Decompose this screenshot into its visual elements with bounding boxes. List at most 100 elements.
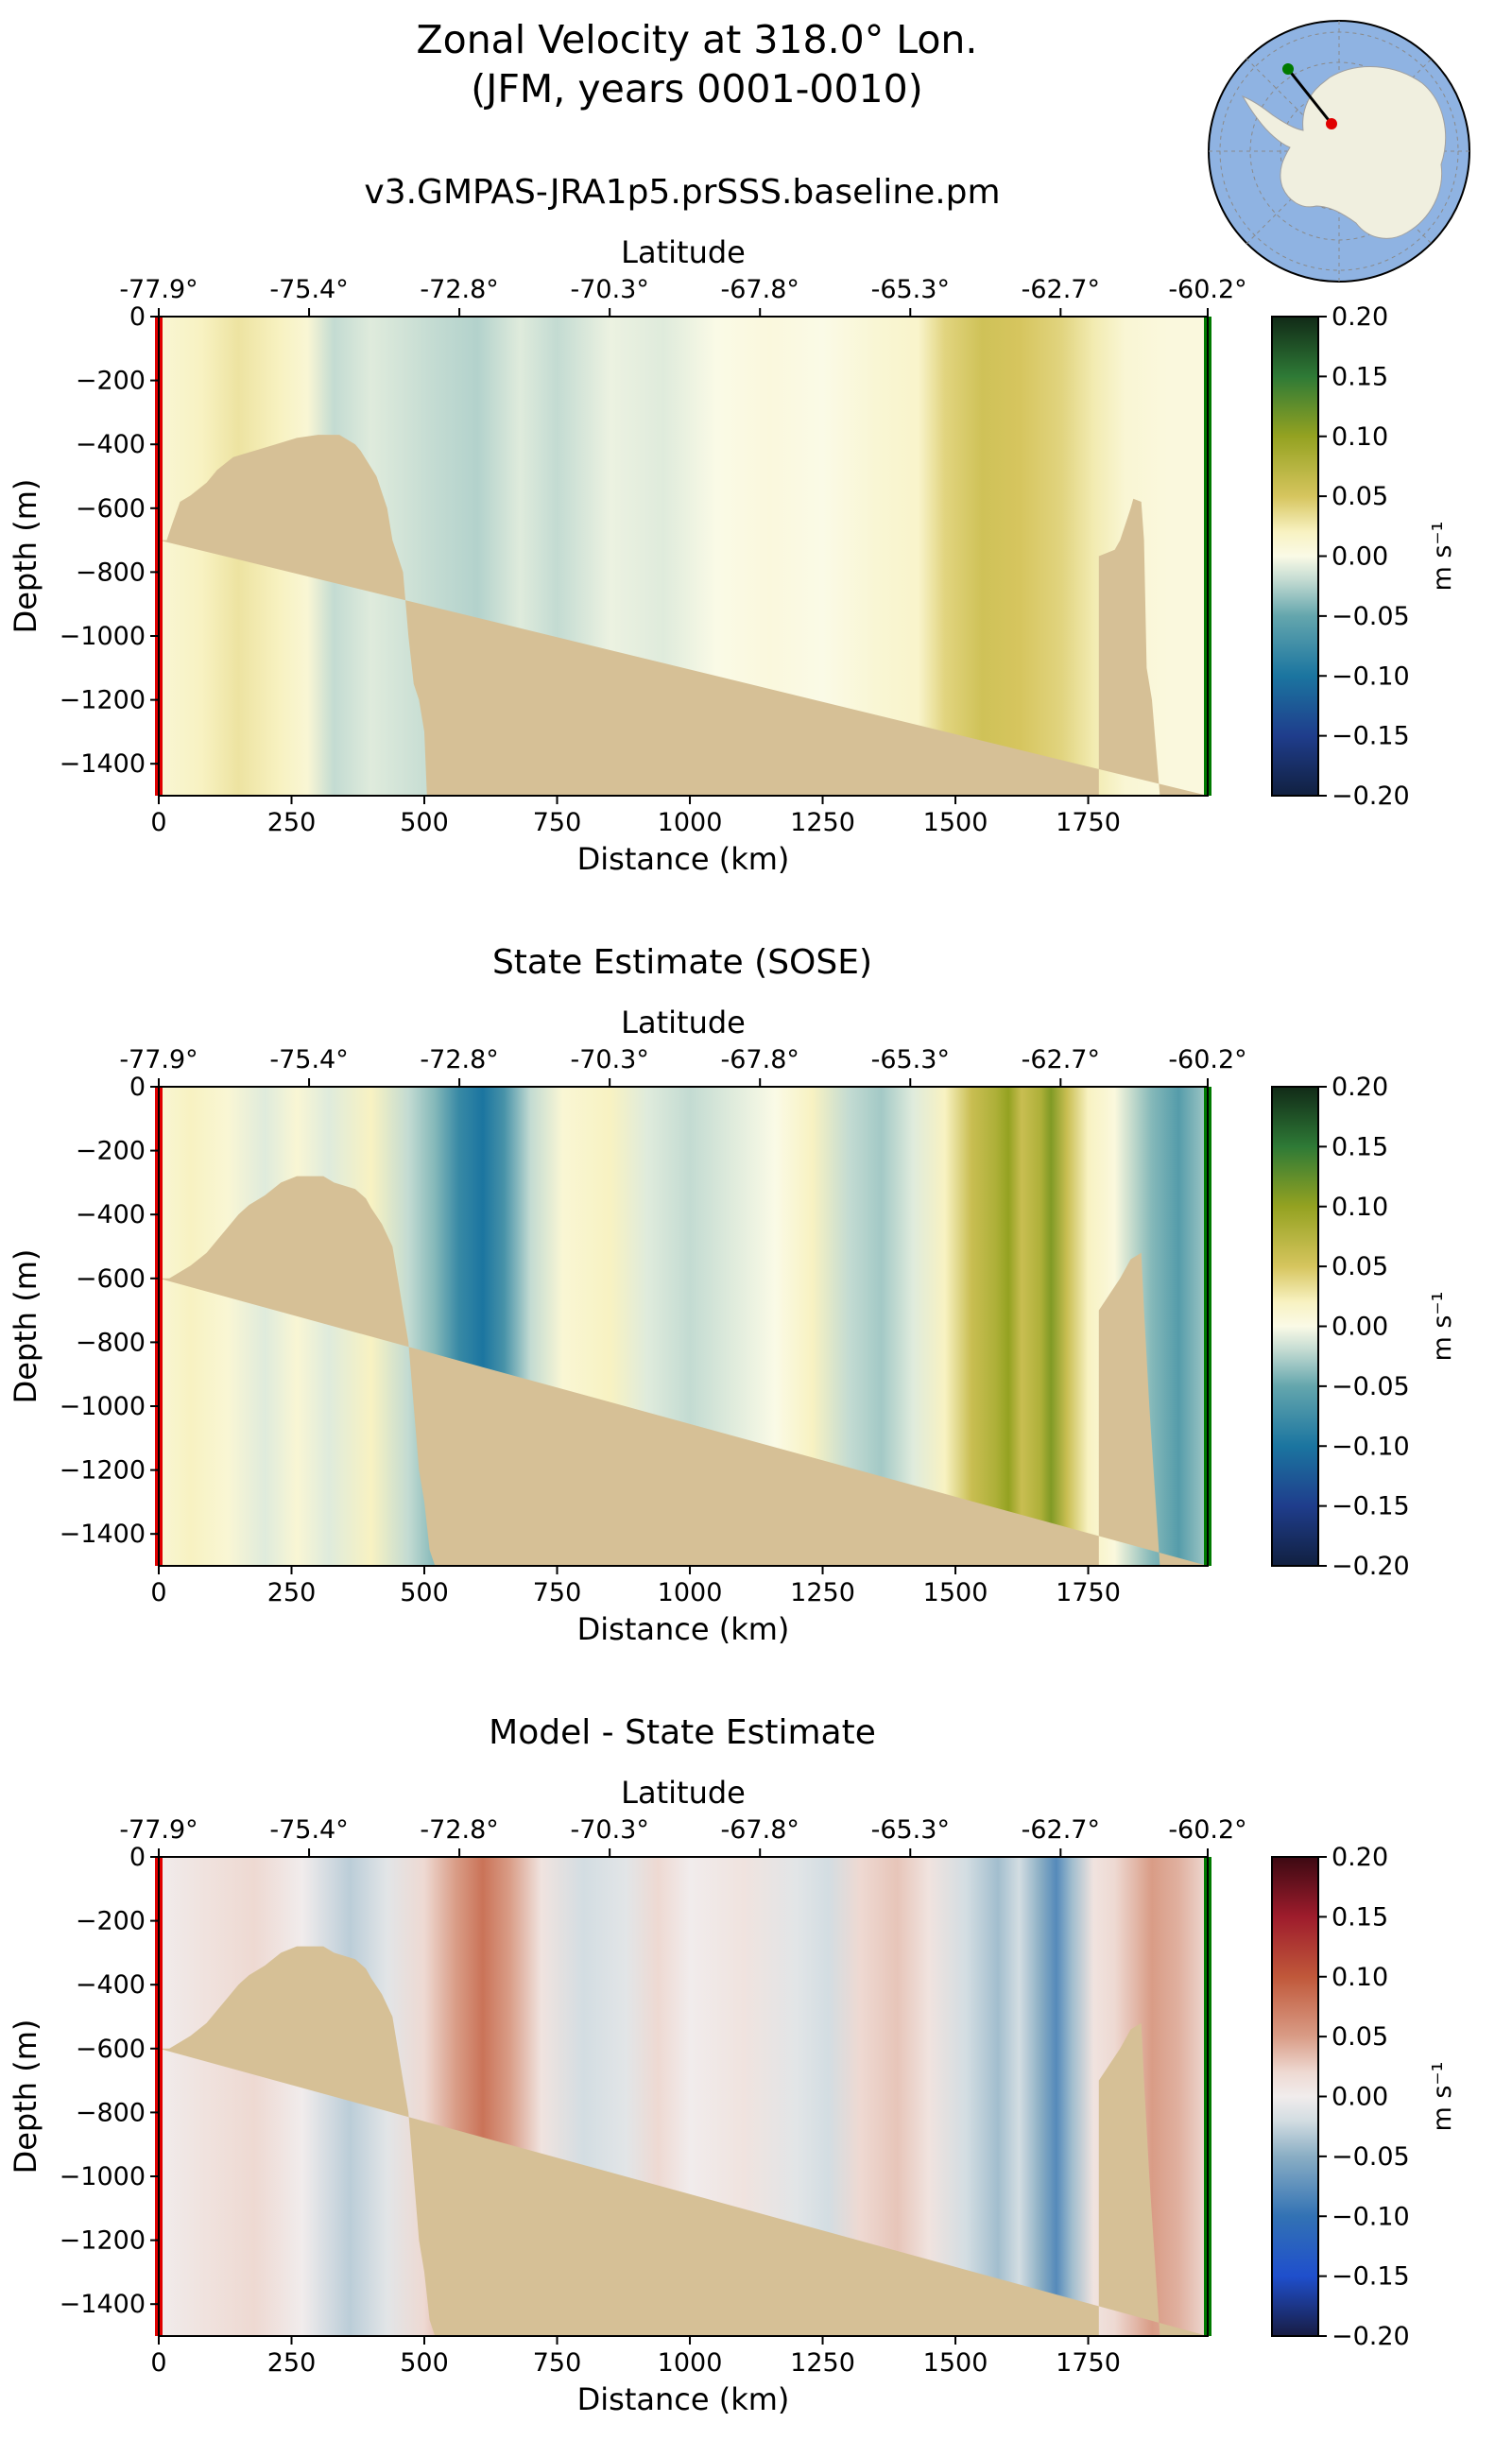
- colorbar-tick-label: −0.05: [1332, 1372, 1410, 1401]
- chart-panel-difference: Model - State Estimate 0 250 500 750 1000 1250…: [8, 1713, 1457, 2417]
- chart-panel-model: v3.GMPAS-JRA1p5.prSSS.baseline.pm 0 250 500…: [8, 173, 1457, 877]
- colorbar-tick-label: 0.10: [1332, 1963, 1388, 1992]
- bathymetry: [159, 1946, 1208, 2336]
- colorbar-tick-label: −0.20: [1332, 2322, 1410, 2351]
- lat-tick-label: -62.7°: [1022, 275, 1100, 304]
- lat-tick-label: -75.4°: [269, 1815, 348, 1845]
- y-tick-label: −800: [76, 1328, 146, 1357]
- map-antarctica-land: [1241, 66, 1447, 239]
- y-tick-label: −600: [76, 1264, 146, 1294]
- colorbar-tick-label: 0.00: [1332, 542, 1388, 572]
- x-tick-label: 1250: [790, 808, 855, 837]
- colorbar-tick-label: 0.15: [1332, 1902, 1388, 1932]
- lat-tick-label: -72.8°: [420, 1815, 498, 1845]
- colorbar: [1271, 1856, 1319, 2337]
- x-tick-label: 1250: [790, 1578, 855, 1607]
- lat-tick-label: -60.2°: [1168, 1815, 1246, 1845]
- lat-tick-label: -67.8°: [721, 1045, 799, 1074]
- colorbar-tick-label: −0.15: [1332, 1492, 1410, 1521]
- y-tick-label: −1200: [60, 2226, 146, 2256]
- colorbar-label: m s⁻¹: [1428, 521, 1457, 591]
- x-tick-label: 500: [400, 2348, 449, 2378]
- bathymetry: [159, 1176, 1208, 1566]
- x-tick-label: 0: [150, 1578, 166, 1607]
- x-tick-label: 250: [267, 808, 317, 837]
- y-tick-label: −1400: [60, 1520, 146, 1549]
- colorbar-tick-label: −0.10: [1332, 662, 1410, 691]
- x-tick-label: 750: [533, 808, 582, 837]
- y-tick-label: −1200: [60, 1456, 146, 1486]
- colorbar-tick-label: 0.00: [1332, 1313, 1388, 1342]
- colorbar-tick-label: −0.05: [1332, 2142, 1410, 2172]
- y-tick-label: −600: [76, 2035, 146, 2064]
- figure-title-line2: (JFM, years 0001-0010): [471, 66, 923, 112]
- y-tick-label: −600: [76, 494, 146, 524]
- lat-tick-label: -67.8°: [721, 1815, 799, 1845]
- lat-tick-label: -75.4°: [269, 1045, 348, 1074]
- colorbar-tick-label: 0.00: [1332, 2083, 1388, 2112]
- plot-frame: [158, 1086, 1209, 1567]
- map-end-point: [1282, 63, 1294, 75]
- chart-panel-sose: State Estimate (SOSE) 0 250 500 750 1000 1250 1…: [8, 943, 1457, 1647]
- x-tick-label: 1000: [658, 808, 723, 837]
- locator-map: [1208, 20, 1470, 283]
- top-axis-label: Latitude: [621, 1775, 746, 1811]
- colorbar-tick-label: −0.05: [1332, 602, 1410, 631]
- colorbar-tick-label: 0.15: [1332, 362, 1388, 391]
- panel-title: Model - State Estimate: [489, 1713, 876, 1752]
- x-axis-label: Distance (km): [577, 841, 790, 877]
- y-tick-label: −400: [76, 1970, 146, 2000]
- y-tick-label: −1400: [60, 749, 146, 779]
- y-tick-label: −200: [76, 1137, 146, 1166]
- y-tick-label: −200: [76, 1907, 146, 1936]
- lat-tick-label: -70.3°: [570, 1815, 648, 1845]
- x-tick-label: 1500: [923, 1578, 988, 1607]
- colorbar-tick-label: 0.10: [1332, 422, 1388, 452]
- lat-tick-label: -60.2°: [1168, 275, 1246, 304]
- lat-tick-label: -75.4°: [269, 275, 348, 304]
- y-tick-label: 0: [129, 1843, 146, 1872]
- colorbar-tick-label: 0.05: [1332, 1252, 1388, 1281]
- y-axis-label: Depth (m): [8, 479, 43, 634]
- y-tick-label: −800: [76, 558, 146, 587]
- colorbar-tick-label: 0.05: [1332, 482, 1388, 511]
- plot-frame: [158, 316, 1209, 797]
- y-tick-label: −1000: [60, 622, 146, 651]
- y-tick-label: 0: [129, 302, 146, 332]
- figure-title-line1: Zonal Velocity at 318.0° Lon.: [416, 17, 978, 62]
- y-tick-label: −1000: [60, 2162, 146, 2191]
- top-axis-label: Latitude: [621, 234, 746, 270]
- lat-tick-label: -72.8°: [420, 1045, 498, 1074]
- y-tick-label: −400: [76, 1200, 146, 1229]
- lat-tick-label: -70.3°: [570, 275, 648, 304]
- colorbar: [1271, 316, 1319, 797]
- colorbar-tick-label: −0.10: [1332, 1432, 1410, 1461]
- y-tick-label: −800: [76, 2098, 146, 2127]
- y-tick-label: −200: [76, 367, 146, 396]
- x-axis-label: Distance (km): [577, 2381, 790, 2417]
- colorbar-tick-label: 0.10: [1332, 1193, 1388, 1222]
- x-tick-label: 0: [150, 2348, 166, 2378]
- panel-title: v3.GMPAS-JRA1p5.prSSS.baseline.pm: [364, 173, 1000, 212]
- panel-title: State Estimate (SOSE): [492, 943, 872, 982]
- x-tick-label: 0: [150, 808, 166, 837]
- y-axis-label: Depth (m): [8, 2019, 43, 2174]
- colorbar: [1271, 1086, 1319, 1567]
- y-tick-label: −1400: [60, 2290, 146, 2319]
- lat-tick-label: -65.3°: [871, 1815, 950, 1845]
- colorbar-tick-label: −0.15: [1332, 722, 1410, 751]
- x-tick-label: 1250: [790, 2348, 855, 2378]
- x-tick-label: 1750: [1056, 2348, 1121, 2378]
- y-tick-label: 0: [129, 1073, 146, 1102]
- colorbar-tick-label: −0.20: [1332, 1552, 1410, 1581]
- y-axis-label: Depth (m): [8, 1249, 43, 1404]
- y-tick-label: −1200: [60, 686, 146, 715]
- bathymetry: [159, 435, 1208, 796]
- plot-frame: [158, 1856, 1209, 2337]
- map-section-line: [1286, 68, 1333, 125]
- lat-tick-label: -60.2°: [1168, 1045, 1246, 1074]
- x-tick-label: 1750: [1056, 808, 1121, 837]
- x-tick-label: 250: [267, 1578, 317, 1607]
- x-tick-label: 1000: [658, 2348, 723, 2378]
- lat-tick-label: -77.9°: [119, 1045, 198, 1074]
